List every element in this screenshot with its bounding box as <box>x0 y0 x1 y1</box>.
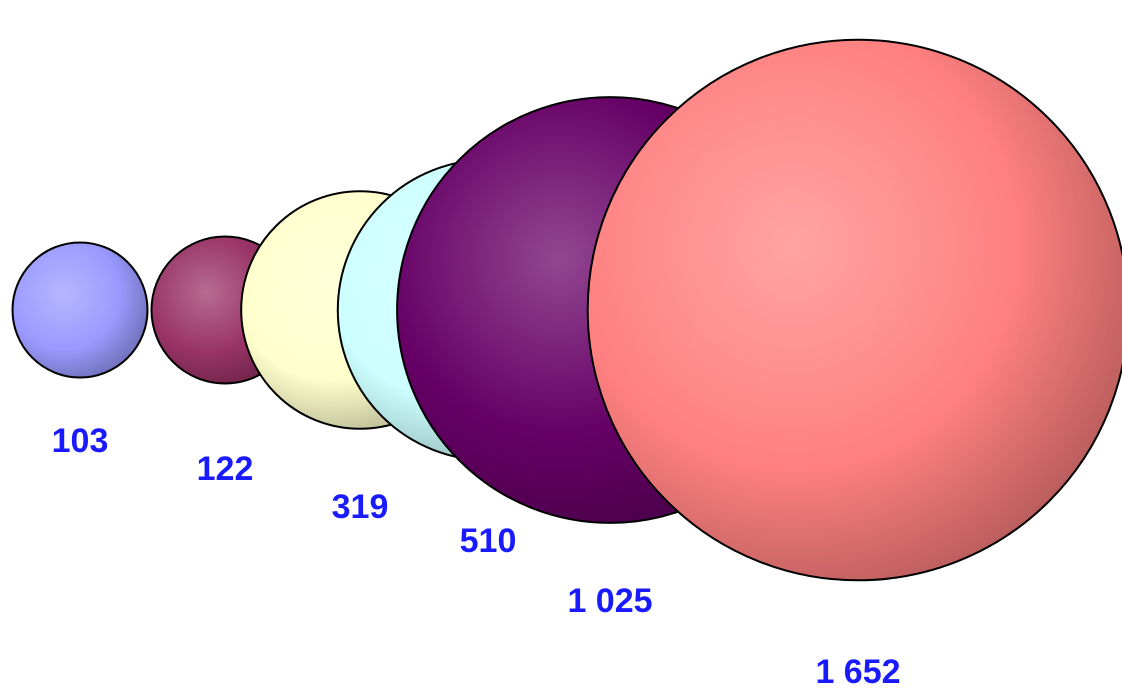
bubble-label-319: 319 <box>332 488 389 526</box>
bubble-label-103: 103 <box>52 422 109 460</box>
bubble-103 <box>11 241 149 379</box>
bubble-label-1025: 1 025 <box>567 582 652 620</box>
bubble-label-1652: 1 652 <box>815 653 900 688</box>
bubble-label-510: 510 <box>460 522 517 560</box>
bubble-group <box>11 38 1122 582</box>
bubble-label-122: 122 <box>197 450 254 488</box>
label-group: 103 122 319 510 1 025 1 652 <box>52 422 901 688</box>
bubble-1652 <box>586 38 1122 582</box>
